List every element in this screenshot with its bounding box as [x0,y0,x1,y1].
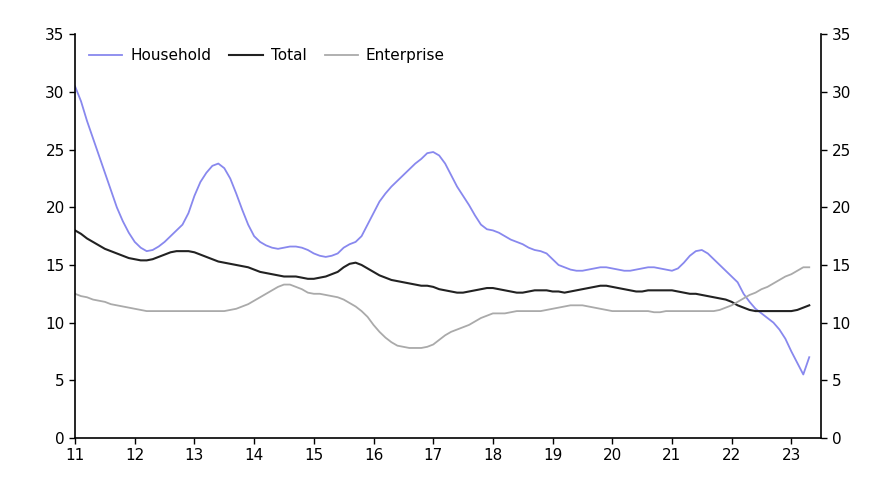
Enterprise [392,343,403,349]
Enterprise [404,345,415,351]
Enterprise [207,308,217,314]
Household [117,218,128,224]
Enterprise [70,291,80,297]
Total [117,253,128,259]
Legend: Household, Total, Enterprise: Household, Total, Enterprise [83,42,451,69]
Household [207,163,217,169]
Enterprise [798,264,809,270]
Enterprise [284,281,295,287]
Household [392,178,403,184]
Total [494,286,504,292]
Line: Total: Total [75,230,809,311]
Total [284,274,295,279]
Enterprise [76,293,87,299]
Household [70,83,80,89]
Household [284,244,295,249]
Enterprise [804,264,814,270]
Household [804,354,814,360]
Total [392,278,403,284]
Enterprise [500,310,510,316]
Line: Enterprise: Enterprise [75,267,809,348]
Enterprise [117,304,128,309]
Total [804,303,814,308]
Line: Household: Household [75,86,809,374]
Household [798,371,809,377]
Household [494,230,504,236]
Household [76,98,87,104]
Total [751,308,761,314]
Total [70,227,80,233]
Total [207,256,217,262]
Total [76,231,87,237]
